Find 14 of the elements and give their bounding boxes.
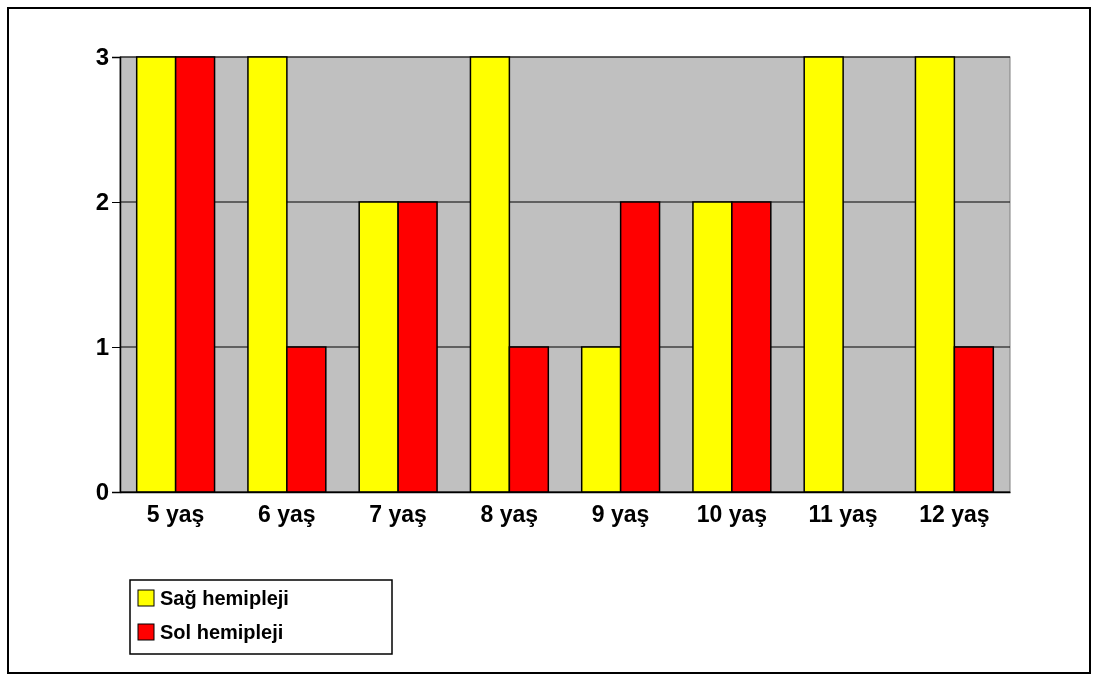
y-tick-label: 0: [95, 478, 109, 506]
x-tick-label: 8 yaş: [480, 501, 539, 528]
legend-label: Sol hemipleji: [160, 621, 284, 643]
y-tick-label: 2: [95, 188, 109, 216]
legend-label: Sağ hemipleji: [160, 587, 289, 609]
y-tick-label: 3: [95, 43, 109, 71]
x-tick-label: 12 yaş: [919, 501, 990, 528]
x-tick-label: 5 yaş: [146, 501, 205, 528]
y-tick-label: 1: [95, 333, 109, 361]
x-tick-label: 7 yaş: [369, 501, 427, 528]
x-tick-label: 6 yaş: [258, 501, 316, 528]
x-tick-label: 10 yaş: [696, 501, 768, 528]
x-tick-label: 9 yaş: [591, 501, 650, 528]
x-tick-label: 11 yaş: [808, 501, 878, 528]
